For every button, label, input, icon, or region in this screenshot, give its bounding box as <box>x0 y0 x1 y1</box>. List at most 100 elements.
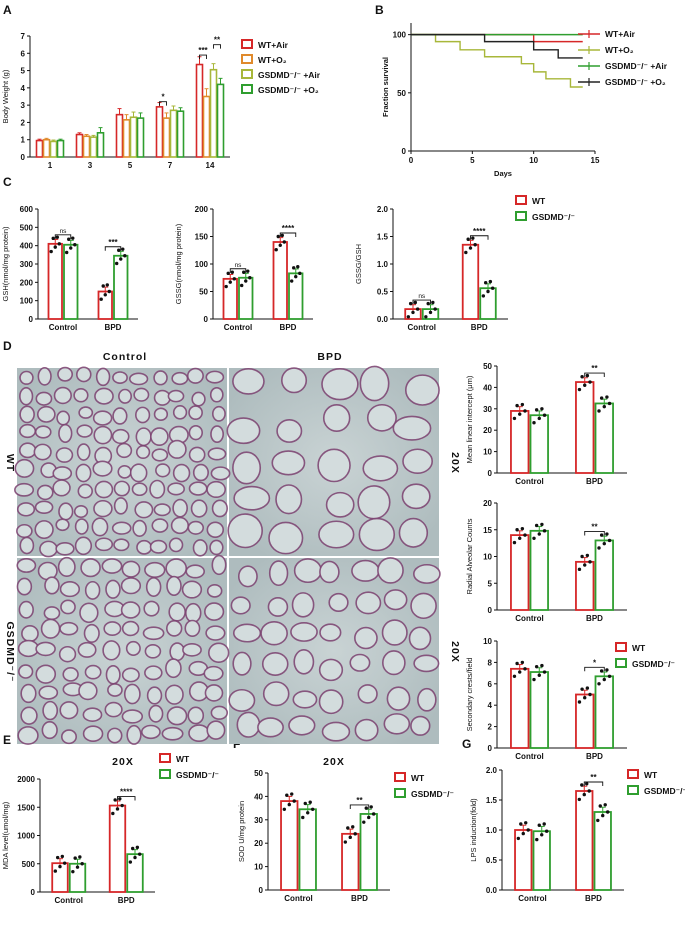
x-tick-label-0: Control <box>518 894 546 903</box>
data-point-ko <box>540 663 544 668</box>
y-tick-label: 2000 <box>17 775 35 784</box>
data-point-ko <box>433 307 437 311</box>
chart-f-sod: 0 10 20 30 40 50 SOD U/mg protein Control BPD ** <box>237 769 390 903</box>
alveolus <box>268 521 304 555</box>
legend-a: WT+Air WT+O₂ GSDMD⁻/⁻ +Air GSDMD⁻/⁻ +O₂ <box>241 39 321 95</box>
significance-label-0: * <box>161 93 165 102</box>
significance-label-1: ** <box>356 796 363 805</box>
alveolus <box>16 577 33 596</box>
x-tick-label-1: BPD <box>586 477 603 486</box>
alveolus <box>20 683 37 704</box>
data-point-ko <box>599 533 604 537</box>
legend-swatch-0 <box>241 39 253 49</box>
data-point-ko <box>601 813 605 818</box>
alveolus <box>232 651 252 676</box>
alveolus <box>206 521 225 539</box>
panel-label-c: C <box>3 175 12 189</box>
bar-wt-1 <box>575 381 595 474</box>
data-point-wt <box>274 248 278 252</box>
alveolus <box>118 388 132 404</box>
data-point-ko <box>123 254 127 258</box>
data-point-ko <box>73 856 77 860</box>
bar-wt-0 <box>280 800 299 891</box>
y-tick-label: 0.5 <box>486 856 498 865</box>
data-point-wt <box>577 387 582 392</box>
alveolus <box>126 724 142 745</box>
data-point-ko <box>369 805 373 809</box>
alveolus <box>211 405 226 422</box>
y-axis-title: GSSG/GSH <box>354 244 363 284</box>
alveolus <box>382 650 406 676</box>
alveolus <box>267 596 289 617</box>
data-point-ko <box>303 801 307 806</box>
alveolus <box>209 386 224 403</box>
significance-label-1: *** <box>108 238 118 247</box>
alveolus <box>354 626 378 650</box>
alveolus <box>182 642 202 657</box>
legend-g: WT GSDMD⁻/⁻ <box>627 769 685 796</box>
alveolus <box>83 623 100 643</box>
data-point-wt <box>346 826 350 830</box>
legend-swatch-wt <box>159 753 171 763</box>
alveolus <box>18 600 34 619</box>
legend-label-wt: WT <box>532 196 546 206</box>
significance-label-1: **** <box>120 788 133 797</box>
y-tick-label: 2.0 <box>486 766 498 775</box>
alveolus <box>84 580 101 600</box>
alveolus <box>120 601 141 619</box>
alveolus <box>36 405 56 423</box>
data-point-wt <box>103 293 107 297</box>
data-point-ko <box>75 865 80 869</box>
y-tick-label: 4 <box>488 701 493 710</box>
x-tick-label-2: 5 <box>128 161 133 170</box>
data-point-wt <box>406 315 411 319</box>
significance-bracket-1 <box>349 804 370 809</box>
alveolus <box>135 445 151 460</box>
legend-label-0: WT+Air <box>605 29 636 39</box>
alveolus <box>322 404 351 432</box>
bar-1-2 <box>122 119 131 158</box>
data-point-wt <box>580 687 584 691</box>
alveolus <box>14 482 35 497</box>
data-point-wt <box>580 783 584 787</box>
survival-line-1 <box>411 33 583 88</box>
bar-ko-1 <box>594 402 614 474</box>
alveolus <box>354 718 379 742</box>
alveolus <box>293 649 315 675</box>
alveolus <box>366 403 397 432</box>
alveolus <box>392 415 432 441</box>
alveolus <box>79 602 99 624</box>
alveolus <box>82 725 104 743</box>
bar-3-4 <box>216 83 225 158</box>
alveolus <box>94 537 114 552</box>
alveolus <box>166 706 188 726</box>
x-tick-label-0: Control <box>224 323 252 332</box>
alveolus <box>34 425 52 439</box>
x-tick-label: 5 <box>470 156 475 165</box>
data-point-wt <box>230 270 234 274</box>
alveolus <box>78 406 94 419</box>
data-point-ko <box>544 829 549 833</box>
alveolus <box>107 683 123 697</box>
data-point-ko <box>534 664 539 669</box>
data-point-ko <box>534 408 539 412</box>
alveolus <box>55 542 75 556</box>
alveolus <box>38 685 59 700</box>
data-point-wt <box>580 375 584 379</box>
data-point-ko <box>424 315 428 319</box>
alveolus <box>125 640 141 656</box>
alveolus <box>208 642 230 663</box>
alveolus <box>318 689 344 715</box>
x-axis-title: Days <box>494 169 512 178</box>
data-point-ko <box>603 803 607 807</box>
alveolus <box>143 600 160 617</box>
data-point-ko <box>73 243 77 247</box>
legend-label-0: WT+Air <box>258 40 289 50</box>
legend-swatch-3 <box>241 84 253 94</box>
legend-swatch-ko <box>515 211 527 221</box>
y-tick-label: 0 <box>488 469 493 478</box>
alveolus <box>168 602 186 622</box>
alveolus <box>268 560 289 587</box>
bar-ko-0 <box>529 671 549 749</box>
legend-c: WT GSDMD⁻/⁻ <box>515 195 575 222</box>
